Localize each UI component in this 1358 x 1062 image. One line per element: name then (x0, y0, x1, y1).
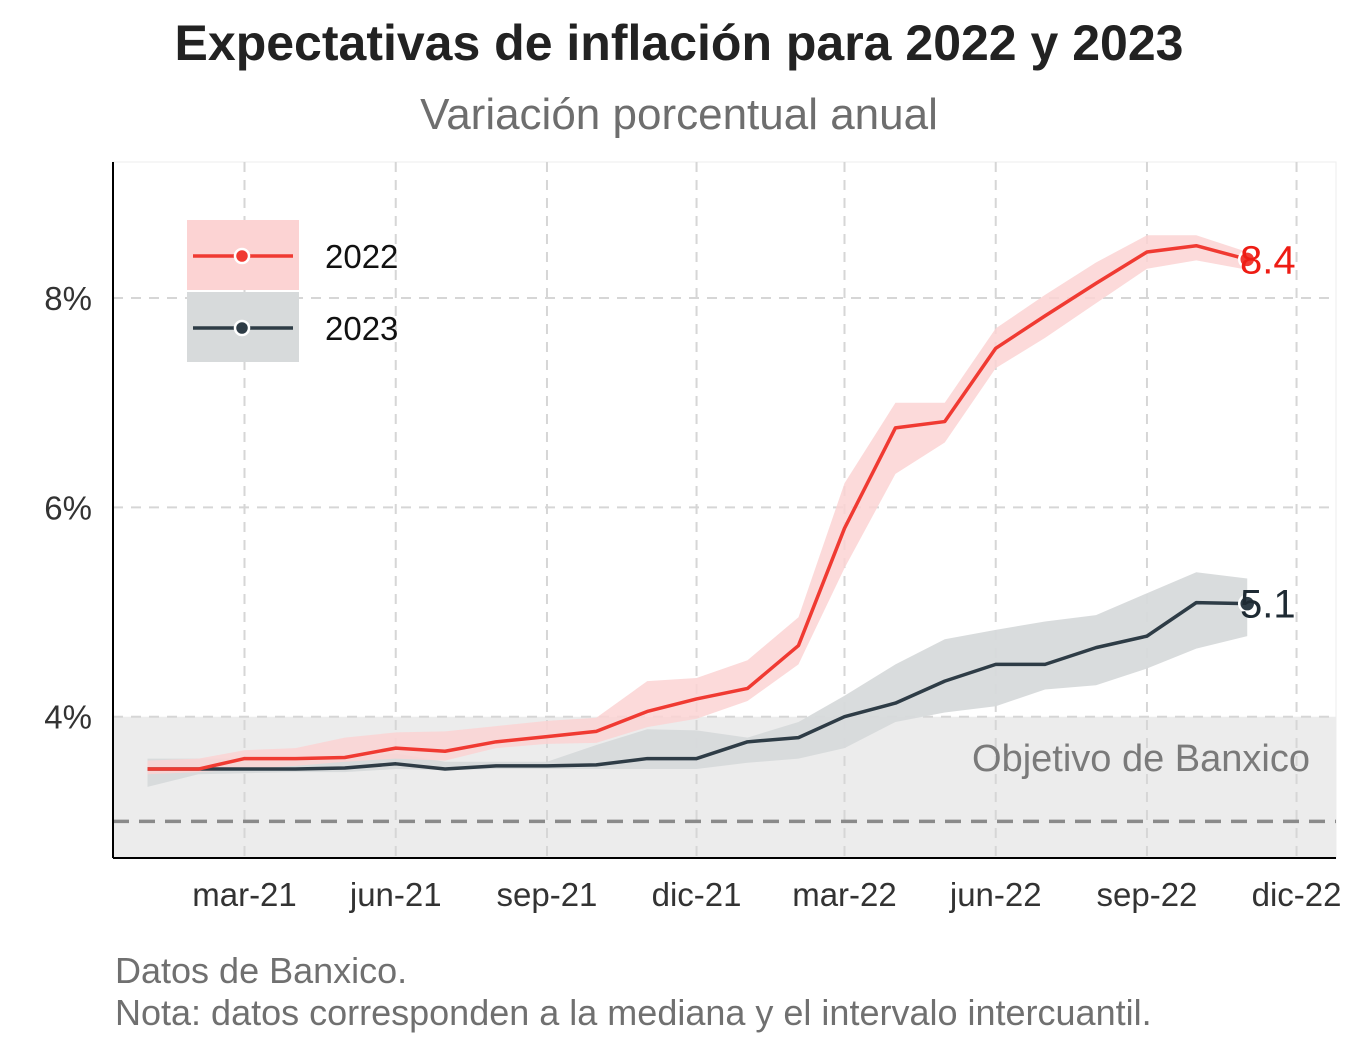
point-2023-last (1237, 594, 1257, 613)
chart-subtitle: Variación porcentual anual (420, 90, 938, 139)
x-tick-label: dic-22 (1252, 876, 1342, 913)
x-tick-label: mar-22 (792, 876, 897, 913)
x-tick-label: mar-21 (192, 876, 297, 913)
x-tick-label: dic-21 (652, 876, 742, 913)
band-2022 (147, 235, 1248, 775)
chart-caption: Datos de Banxico. Nota: datos correspond… (115, 950, 1152, 1034)
x-tick-label: jun-21 (349, 876, 442, 913)
caption-source: Datos de Banxico. (115, 950, 408, 991)
point-2022-last (1237, 250, 1257, 269)
x-tick-label: sep-22 (1097, 876, 1198, 913)
y-tick-label: 6% (44, 489, 92, 526)
line-2023 (147, 600, 1248, 771)
target-label: Objetivo de Banxico (972, 738, 1310, 780)
legend-key-point-2023 (233, 319, 251, 337)
x-tick-label: jun-22 (949, 876, 1042, 913)
legend-key-point-2022 (233, 247, 251, 265)
legend-label-2023: 2023 (325, 310, 398, 347)
y-tick-label: 4% (44, 699, 92, 736)
line-2022 (147, 243, 1248, 771)
end-label-2023: 5.1 (1240, 583, 1296, 627)
caption-note: Nota: datos corresponden a la mediana y … (115, 992, 1152, 1033)
chart-title: Expectativas de inflación para 2022 y 20… (174, 15, 1184, 71)
y-tick-label: 8% (44, 280, 92, 317)
x-tick-label: sep-21 (497, 876, 598, 913)
end-label-2022: 8.4 (1240, 238, 1296, 282)
inflation-chart: Objetivo de Banxico 5.1 8.4 4% 6% 8% mar-21 jun… (44, 161, 1342, 913)
legend-label-2022: 2022 (325, 238, 398, 275)
